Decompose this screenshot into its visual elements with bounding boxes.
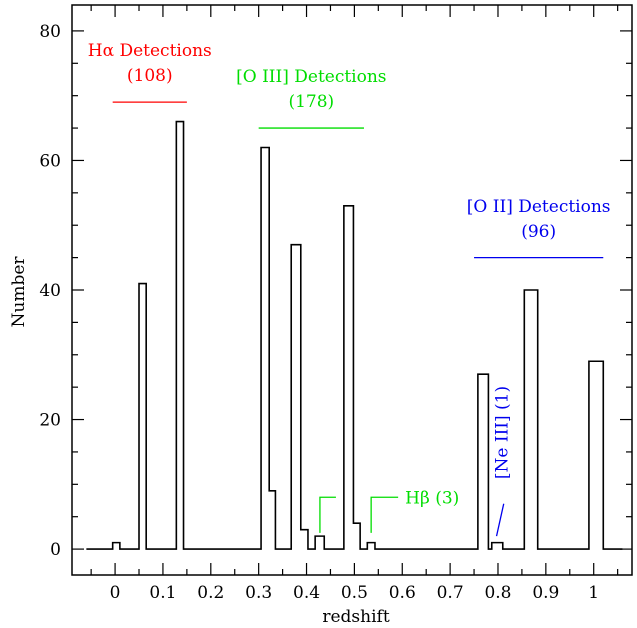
histogram-bin <box>315 536 324 549</box>
histogram-bin <box>478 374 489 549</box>
annotations-layer: Hα Detections (108) [O III] Detections (… <box>88 41 611 537</box>
y-axis-label: Number <box>9 256 29 328</box>
x-tick-label: 1 <box>588 583 599 603</box>
hbeta-label: Hβ (3) <box>405 488 459 508</box>
histogram-outline <box>86 120 623 550</box>
plot-frame <box>71 4 633 576</box>
y-tick-label: 0 <box>50 540 61 560</box>
x-tick-label: 0.1 <box>149 583 176 603</box>
x-tick-label: 0.7 <box>437 583 464 603</box>
histogram-bin <box>261 148 269 550</box>
hbeta-pointer-left <box>319 496 336 533</box>
y-tick-label: 80 <box>39 22 61 42</box>
histogram-bin <box>353 523 360 549</box>
histogram-bin <box>344 206 354 549</box>
x-tick-label: 0.4 <box>293 583 320 603</box>
neiii-pointer <box>495 503 505 537</box>
x-tick-label: 0.2 <box>197 583 224 603</box>
oii-label: [O II] Detections <box>467 197 611 217</box>
histogram-bin <box>139 284 146 550</box>
y-tick-label: 60 <box>39 151 61 171</box>
histogram-bin <box>492 543 503 549</box>
x-tick-label: 0 <box>110 583 121 603</box>
histogram-bin <box>589 361 603 549</box>
oiii-count-label: (178) <box>288 92 334 112</box>
x-tick-label: 0.3 <box>245 583 272 603</box>
halpha-label: Hα Detections <box>88 41 212 61</box>
histogram-bin <box>269 491 275 549</box>
y-tick-label: 40 <box>39 281 61 301</box>
oii-count-label: (96) <box>521 222 556 242</box>
histogram-bin <box>176 122 183 550</box>
y-tick-label: 20 <box>39 411 61 431</box>
x-axis-label: redshift <box>322 607 389 627</box>
axes-layer: 0 0.1 0.2 0.3 0.4 0.5 0.6 0.7 0.8 0.9 1 0 20 40 60 80 <box>39 4 633 603</box>
histogram-bin <box>367 543 375 549</box>
x-tick-label: 0.5 <box>341 583 368 603</box>
histogram-bin <box>524 290 537 549</box>
histogram-bin <box>113 543 120 549</box>
oiii-label: [O III] Detections <box>236 67 386 87</box>
halpha-count-label: (108) <box>127 66 173 86</box>
neiii-label: [Ne III] (1) <box>493 386 513 479</box>
x-tick-label: 0.9 <box>532 583 559 603</box>
x-tick-label: 0.6 <box>389 583 416 603</box>
histogram-bin <box>291 245 301 549</box>
histogram-bin <box>301 530 308 549</box>
x-tick-label: 0.8 <box>484 583 511 603</box>
histogram-bins <box>113 122 604 550</box>
hbeta-pointer-right <box>370 496 399 533</box>
